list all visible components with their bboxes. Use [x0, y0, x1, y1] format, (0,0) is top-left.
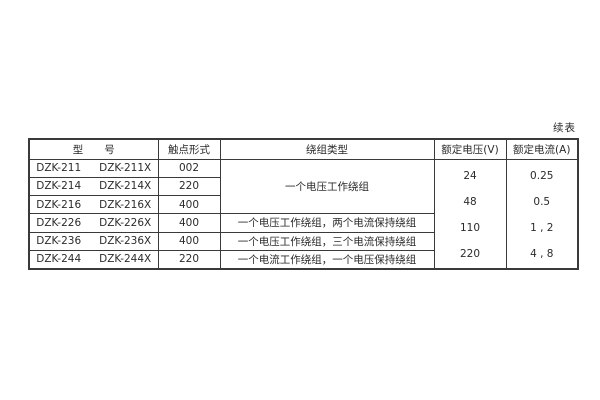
model-cell: DZK-226 DZK-226X [28, 213, 159, 233]
voltage-value: 220 [459, 248, 481, 261]
current-value: 4 , 8 [530, 248, 554, 261]
contact-cell: 400 [157, 213, 221, 233]
model-a: DZK-216 [36, 198, 82, 211]
table-row: DZK-216 DZK-216X 400 [28, 194, 578, 215]
current-merged-cell: 0.25 0.5 1 , 2 4 , 8 [505, 158, 579, 269]
table-row: DZK-214 DZK-214X 220 [28, 176, 578, 197]
header-row: 型 号 触点形式 绕组类型 额定电压(V) 额定电流(A) [28, 138, 579, 160]
contact-cell: 400 [157, 231, 221, 251]
winding-merged-cell: 一个电压工作绕组 [219, 158, 435, 215]
model-b: DZK-214X [99, 180, 152, 193]
contact-cell: 002 [157, 158, 221, 178]
model-a: DZK-211 [36, 162, 82, 175]
current-value: 0.25 [530, 170, 554, 183]
voltage-value: 110 [459, 222, 481, 235]
model-b: DZK-244X [99, 253, 152, 266]
header-winding: 绕组类型 [219, 138, 435, 160]
continued-table-label: 续表 [553, 122, 576, 134]
table-row: DZK-211 DZK-211X 002 一个电压工作绕组 24 48 110 … [28, 158, 579, 269]
winding-cell: 一个电压工作绕组，三个电流保持绕组 [219, 231, 435, 251]
model-a: DZK-236 [36, 235, 82, 248]
model-a: DZK-244 [36, 253, 82, 266]
model-b: DZK-211X [99, 162, 152, 175]
model-a: DZK-226 [36, 216, 82, 229]
contact-cell: 220 [157, 249, 221, 270]
header-contact: 触点形式 [157, 138, 221, 160]
model-a: DZK-214 [36, 180, 82, 193]
current-value: 0.5 [533, 196, 551, 209]
header-current: 额定电流(A) [505, 138, 579, 160]
model-cell: DZK-216 DZK-216X [28, 194, 159, 215]
model-b: DZK-216X [99, 198, 152, 211]
model-cell: DZK-214 DZK-214X [28, 176, 159, 197]
voltage-value: 48 [463, 196, 477, 209]
header-model: 型 号 [28, 138, 159, 160]
contact-cell: 220 [157, 176, 221, 197]
model-cell: DZK-211 DZK-211X [28, 158, 159, 178]
voltage-value: 24 [463, 170, 477, 183]
voltage-merged-cell: 24 48 110 220 [433, 158, 507, 269]
table-row: DZK-244 DZK-244X 220 一个电流工作绕组，一个电压保持绕组 [28, 249, 578, 270]
model-b: DZK-236X [99, 235, 152, 248]
contact-cell: 400 [157, 194, 221, 215]
header-voltage: 额定电压(V) [433, 138, 507, 160]
model-cell: DZK-244 DZK-244X [28, 249, 159, 270]
winding-cell: 一个电压工作绕组，两个电流保持绕组 [219, 213, 435, 233]
winding-cell: 一个电流工作绕组，一个电压保持绕组 [219, 249, 435, 270]
model-cell: DZK-236 DZK-236X [28, 231, 159, 251]
model-b: DZK-226X [99, 216, 152, 229]
current-value: 1 , 2 [530, 222, 554, 235]
spec-table: 型 号 触点形式 绕组类型 额定电压(V) 额定电流(A) DZK-211 DZ… [28, 138, 579, 270]
